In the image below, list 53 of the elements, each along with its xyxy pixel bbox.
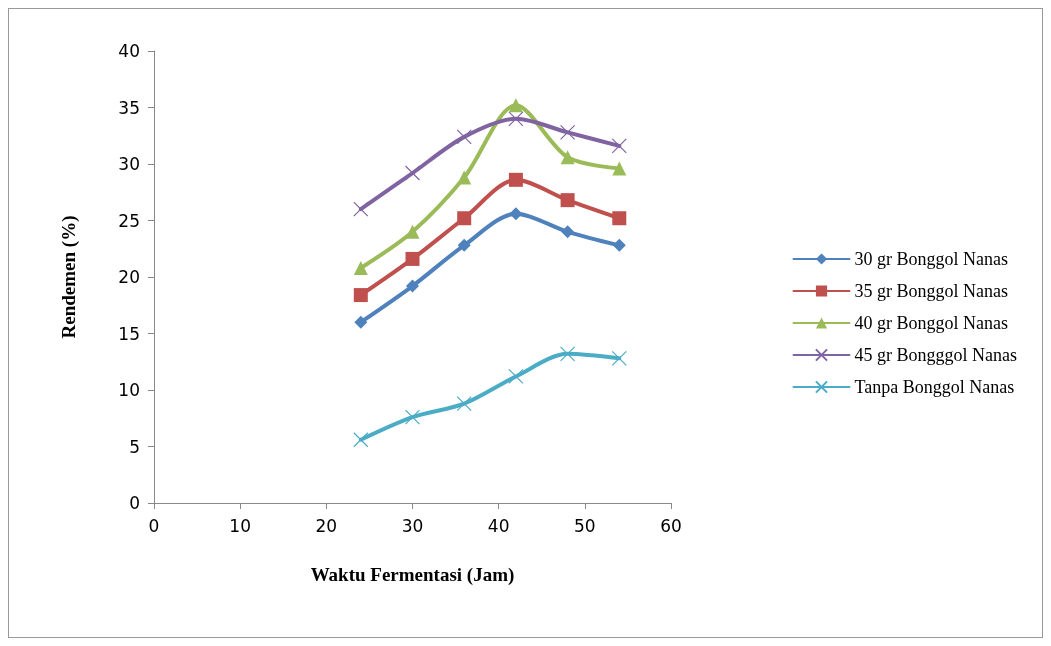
point — [353, 432, 369, 448]
point — [508, 111, 524, 127]
point — [456, 129, 472, 145]
y-tick-label: 5 — [129, 436, 140, 457]
point — [508, 98, 523, 113]
y-tick-label: 20 — [118, 267, 140, 287]
point — [560, 346, 576, 362]
point — [508, 172, 523, 187]
point — [560, 150, 575, 165]
point — [353, 260, 368, 275]
y-tick-label: 10 — [118, 380, 140, 400]
y-axis-title: Rendemen (%) — [58, 215, 80, 339]
legend-label: 30 gr Bonggol Nanas — [854, 249, 1008, 269]
point — [405, 224, 420, 239]
point — [611, 350, 627, 366]
point — [611, 138, 627, 154]
point — [354, 315, 368, 329]
point — [404, 409, 421, 425]
legend-label: 40 gr Bonggol Nanas — [854, 313, 1008, 333]
point — [457, 170, 472, 185]
x-tick-label: 10 — [229, 515, 251, 536]
point — [404, 165, 421, 181]
legend-label: Tanpa Bonggol Nanas — [854, 377, 1015, 397]
point — [456, 395, 472, 412]
point — [612, 238, 626, 252]
point — [353, 288, 368, 303]
point — [405, 251, 420, 266]
x-tick-label: 30 — [401, 515, 424, 536]
y-tick-label: 25 — [118, 210, 140, 231]
point — [612, 211, 627, 226]
legend-label: 35 gr Bonggol Nanas — [854, 281, 1008, 301]
x-tick-label: 60 — [660, 515, 682, 536]
point — [406, 279, 419, 293]
y-tick-label: 40 — [118, 41, 140, 61]
x-tick-label: 0 — [148, 515, 160, 536]
point — [457, 211, 472, 226]
legend-label: 45 gr Bongggol Nanas — [854, 345, 1017, 365]
y-tick-label: 0 — [129, 493, 140, 513]
x-tick-label: 40 — [487, 515, 510, 536]
x-tick-label: 20 — [315, 515, 338, 536]
point — [561, 225, 575, 239]
x-tick-label: 50 — [574, 515, 596, 536]
point — [457, 238, 471, 252]
point — [353, 201, 369, 217]
y-tick-label: 35 — [118, 97, 140, 118]
point — [560, 193, 575, 208]
point — [612, 161, 627, 176]
point — [560, 124, 576, 140]
point — [509, 207, 523, 221]
point — [508, 368, 524, 385]
y-tick-label: 30 — [118, 154, 140, 174]
x-axis-title: Waktu Fermentasi (Jam) — [310, 564, 515, 586]
y-tick-label: 15 — [118, 323, 140, 344]
